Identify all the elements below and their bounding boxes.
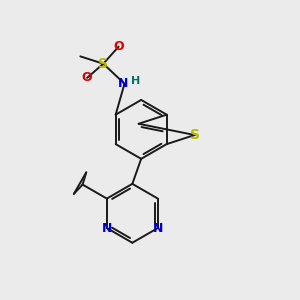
Text: N: N [102, 221, 112, 235]
Text: O: O [113, 40, 124, 53]
Text: N: N [153, 221, 163, 235]
Text: H: H [131, 76, 140, 86]
Text: O: O [82, 71, 92, 84]
Text: N: N [118, 77, 128, 90]
Text: S: S [190, 128, 200, 142]
Text: S: S [98, 57, 108, 71]
